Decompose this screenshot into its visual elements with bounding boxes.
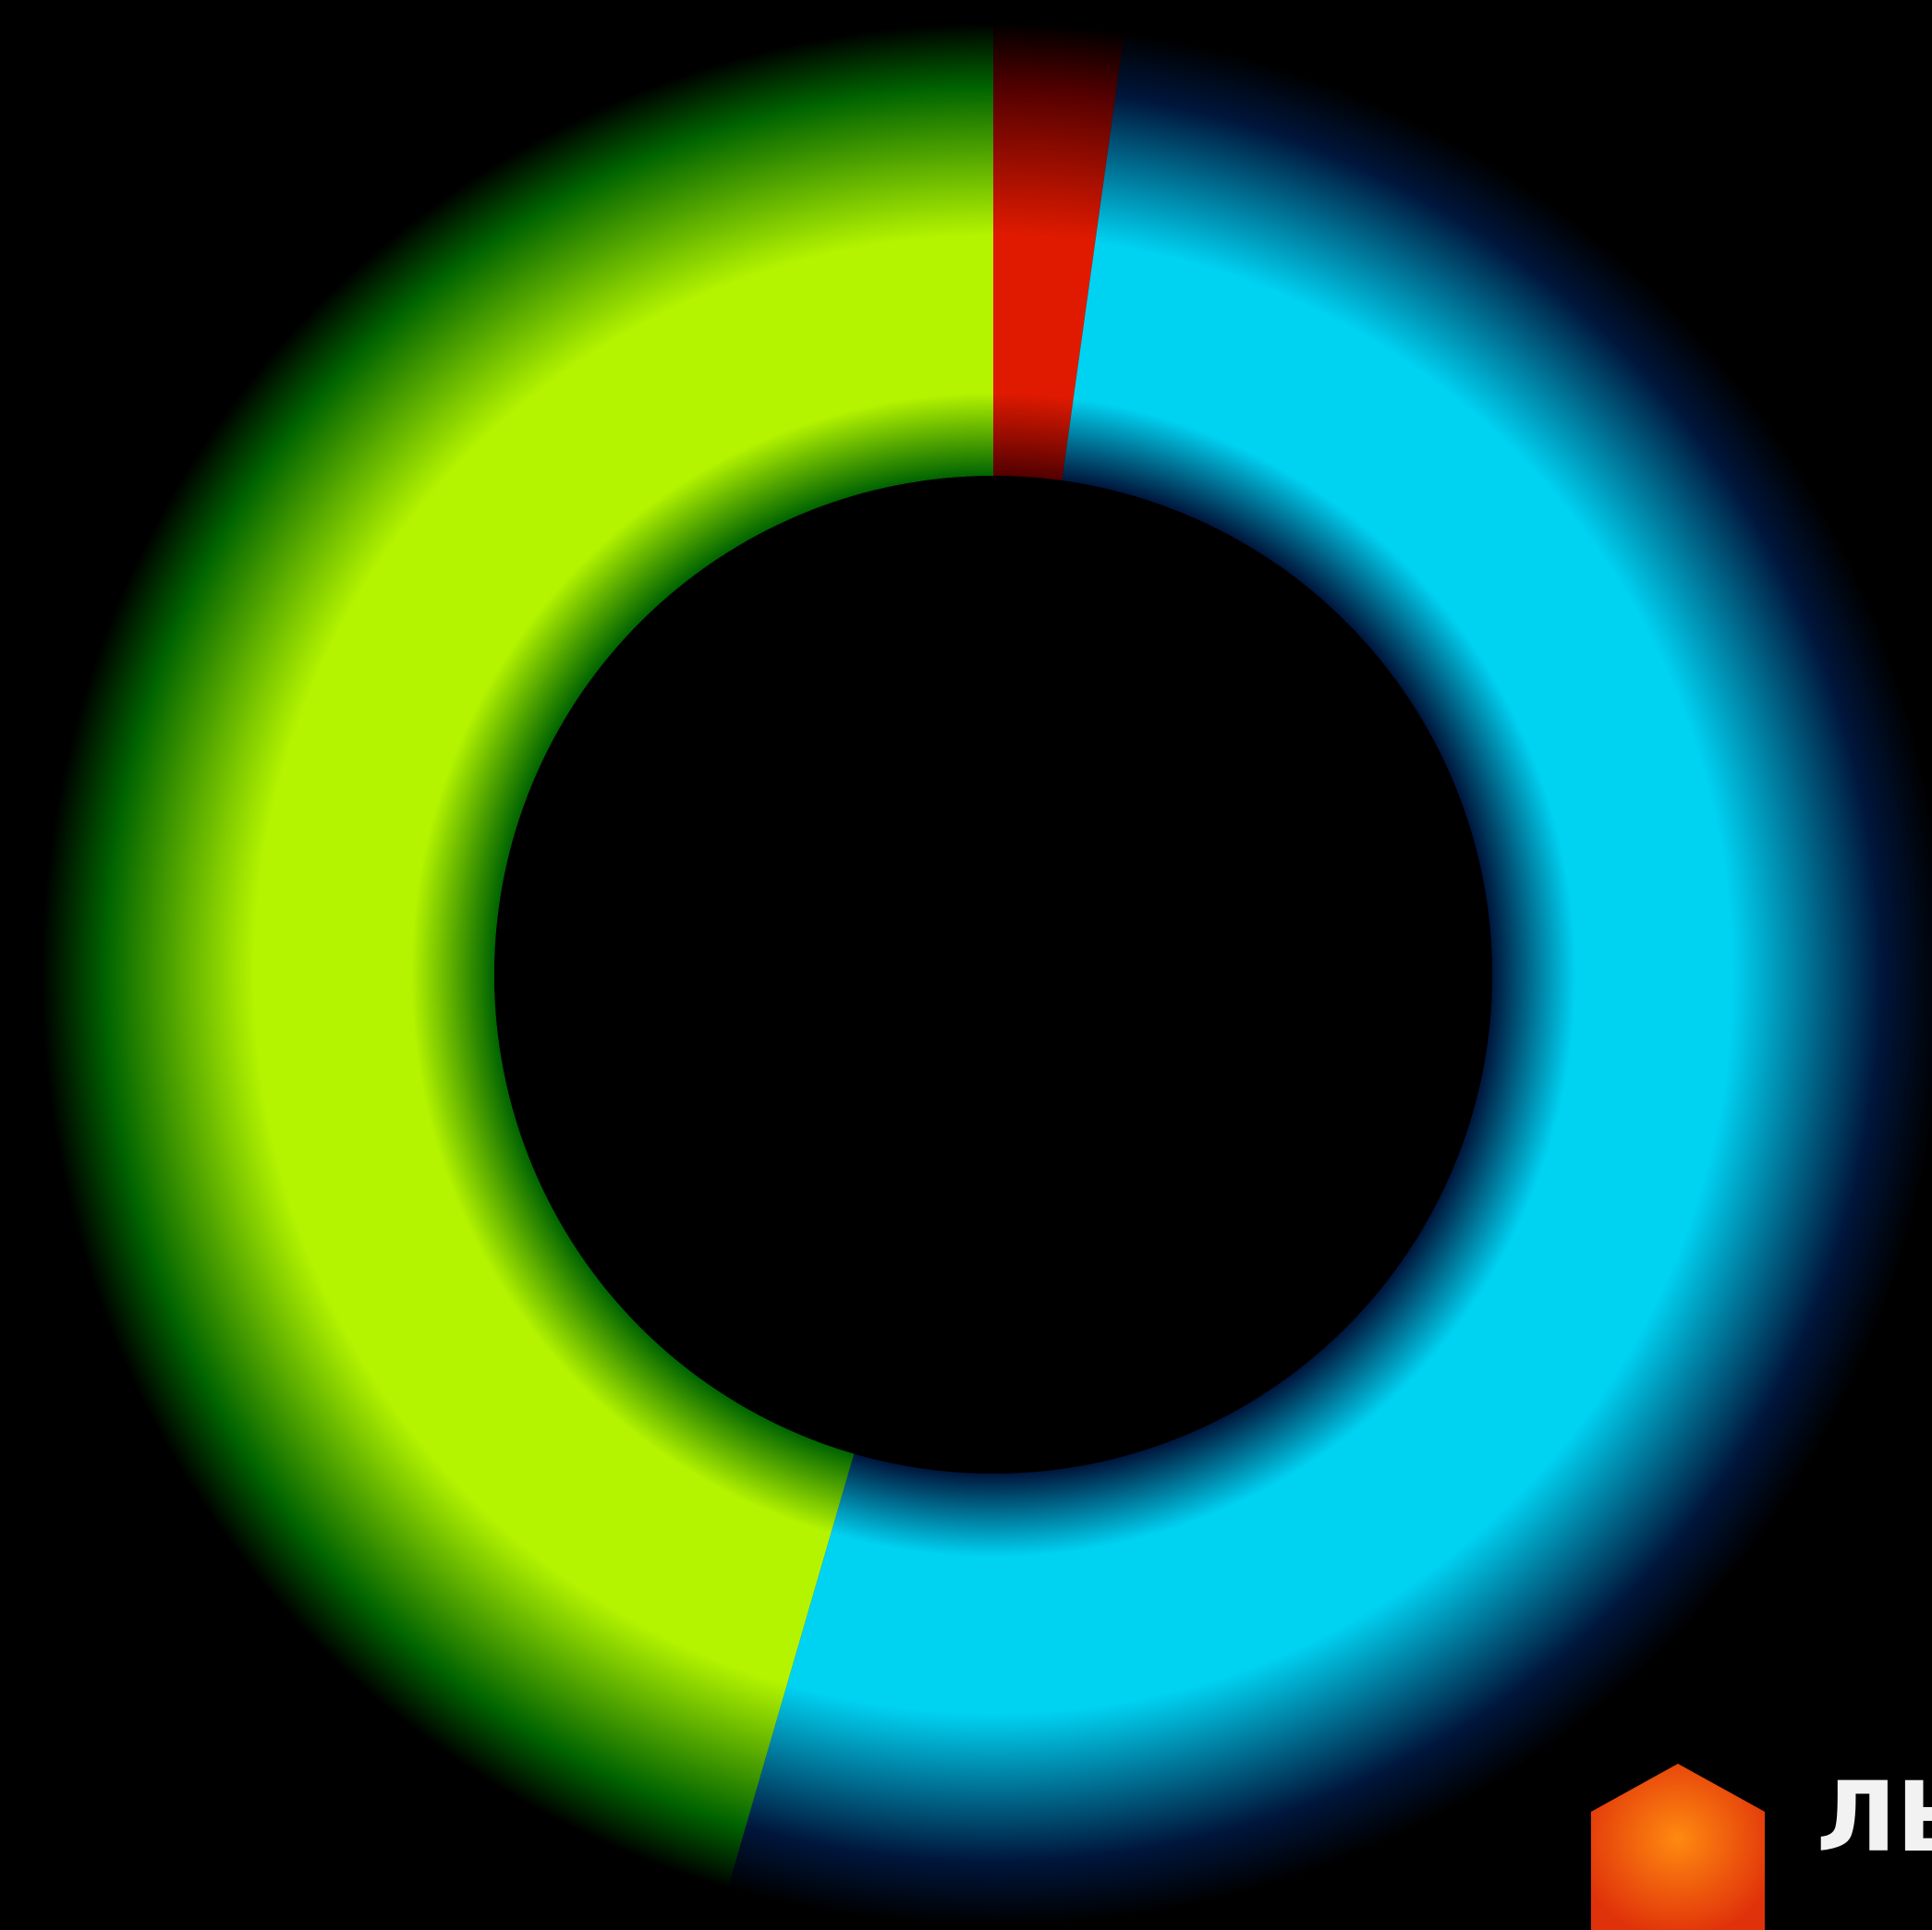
- donut-slice-1: [993, 23, 1124, 481]
- donut-hole: [494, 476, 1492, 1474]
- watermark-text: ЛЬ: [1817, 1761, 1932, 1874]
- donut-slice-3: [41, 23, 994, 1889]
- donut-slice-2: [727, 31, 1932, 1927]
- orange-cube-icon: [1591, 1764, 1765, 1930]
- slices-group: [41, 23, 1932, 1927]
- watermark-logo: ЛЬ: [1586, 1760, 1932, 1930]
